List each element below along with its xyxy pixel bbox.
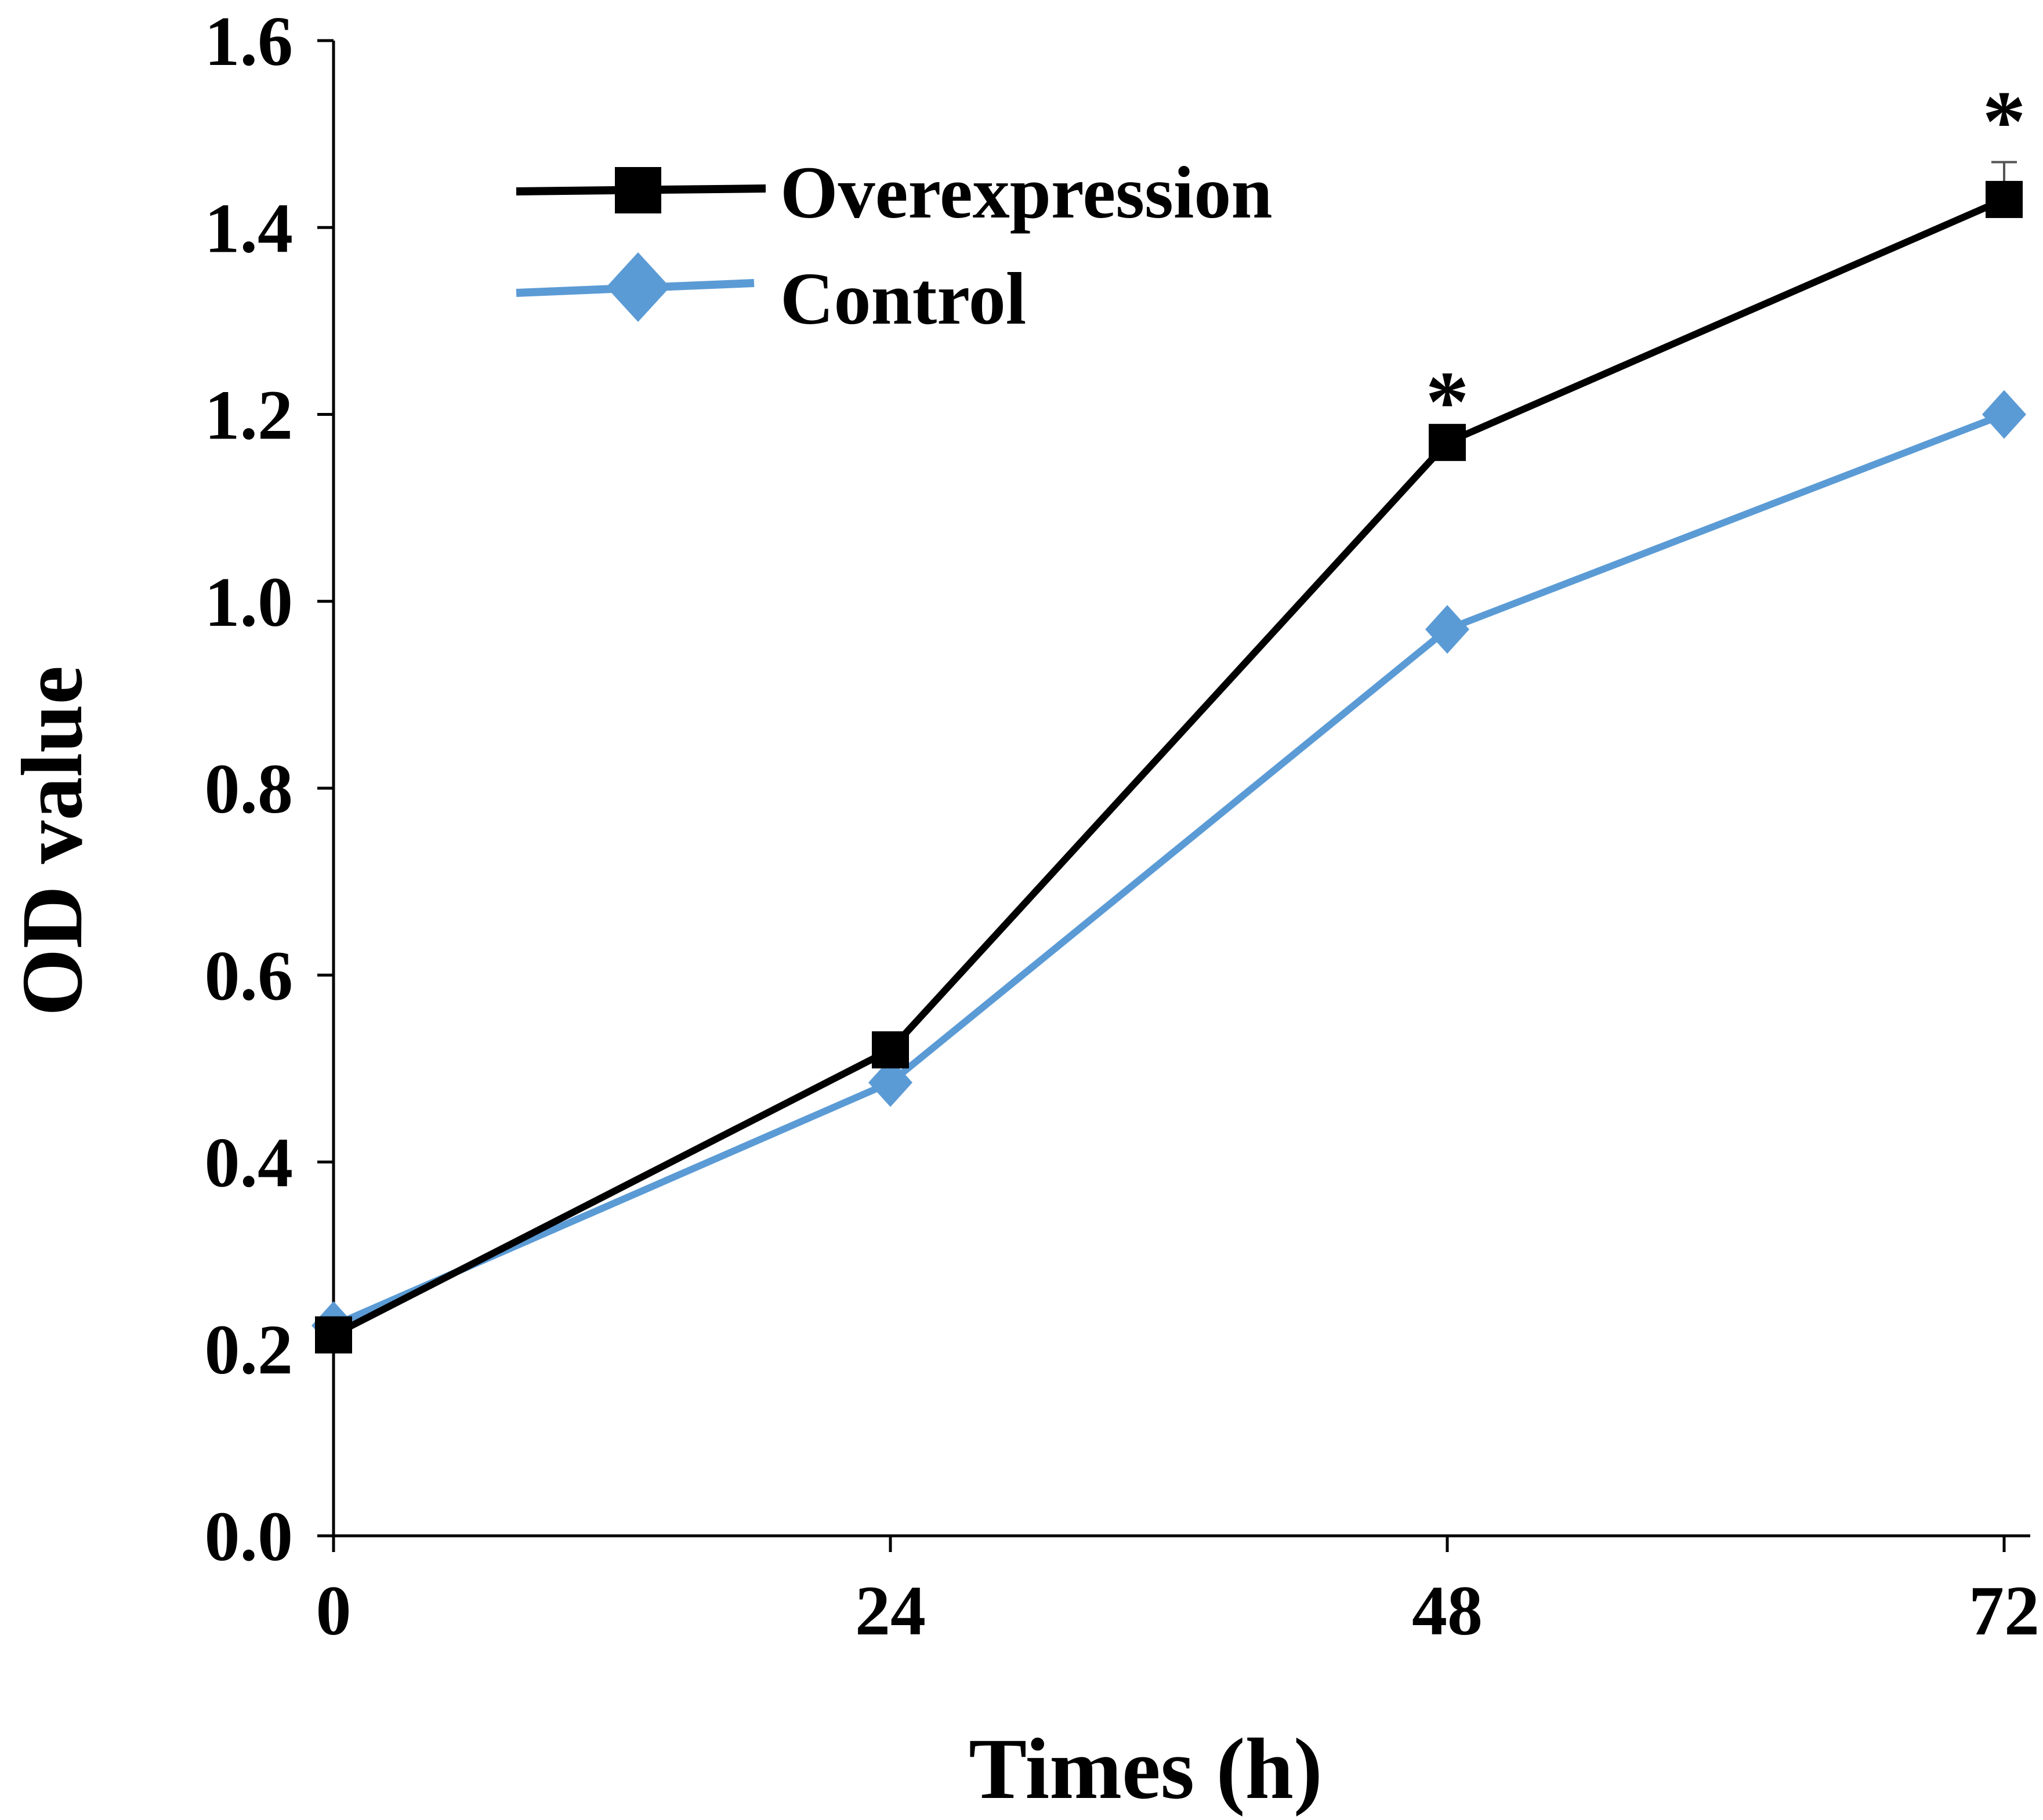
x-tick-label: 0	[316, 1572, 352, 1650]
series-overexpression	[315, 161, 2023, 1354]
series-control	[311, 390, 2026, 1350]
x-tick-label: 24	[855, 1572, 926, 1650]
data-point-control	[1425, 605, 1469, 654]
series-line-overexpression	[332, 196, 2006, 1338]
significance-marker: *	[1426, 354, 1469, 450]
y-axis-title: OD value	[4, 666, 100, 1016]
significance-marker: *	[1983, 73, 2026, 169]
x-tick-label: 48	[1412, 1572, 1483, 1650]
y-tick-label: 1.0	[205, 563, 294, 641]
ticks	[317, 39, 2006, 1552]
y-tick-label: 1.6	[205, 2, 294, 81]
y-tick-label: 0.6	[205, 937, 294, 1015]
y-tick-label: 1.4	[205, 189, 294, 267]
y-tick-label: 1.2	[205, 376, 294, 455]
y-tick-label: 0.0	[205, 1498, 294, 1576]
data-point-overexpression	[1429, 423, 1466, 461]
legend-label-control: Control	[780, 258, 1026, 340]
legend-marker-control	[606, 252, 670, 322]
series-layer	[311, 161, 2026, 1354]
x-axis-title: Times (h)	[969, 1721, 1323, 1817]
x-tick-label: 72	[1969, 1572, 2040, 1650]
data-point-overexpression	[872, 1031, 909, 1069]
axes	[332, 41, 2030, 1538]
annotation-layer: **	[1426, 73, 2026, 449]
data-point-overexpression	[1986, 180, 2023, 218]
legend-label-overexpression: Overexpression	[780, 151, 1273, 234]
y-tick-label: 0.2	[205, 1311, 294, 1389]
y-tick-label: 0.4	[205, 1124, 294, 1202]
data-point-overexpression	[315, 1316, 352, 1354]
legend-entry-control: Control	[516, 252, 1026, 340]
legend-entry-overexpression: Overexpression	[516, 151, 1273, 234]
data-point-control	[868, 1058, 912, 1107]
y-tick-label: 0.8	[205, 750, 294, 828]
tick-labels: 0.0 0.2 0.4 0.6 0.8 1.0 1.2 1.4 1.6 0 24 48 72	[205, 2, 2040, 1650]
data-point-control	[1982, 390, 2026, 439]
legend-marker-overexpression	[615, 167, 661, 213]
series-line-control	[332, 411, 2006, 1329]
legend: Overexpression Control	[516, 151, 1273, 340]
